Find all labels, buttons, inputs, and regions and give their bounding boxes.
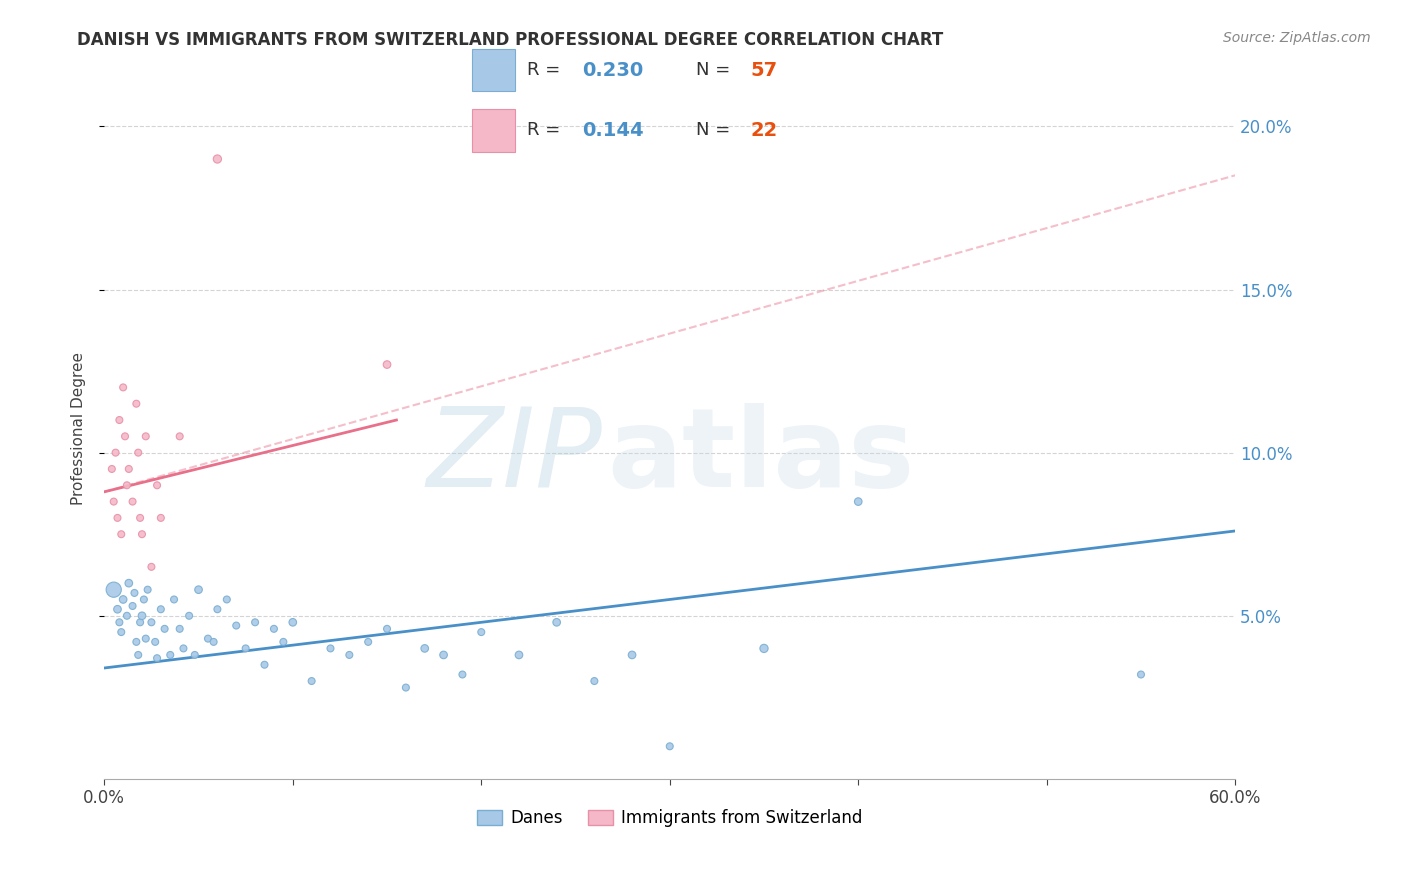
Text: 0.230: 0.230 [582,61,644,79]
Point [451,667,474,681]
Point [846,494,869,508]
Text: N =: N = [696,62,730,79]
Point [281,615,304,630]
Point [202,635,225,649]
Point [752,641,775,656]
Legend: Danes, Immigrants from Switzerland: Danes, Immigrants from Switzerland [471,803,869,834]
Point [124,586,146,600]
Point [121,599,143,613]
Point [107,511,129,525]
Point [508,648,530,662]
Point [357,635,380,649]
Point [146,478,169,492]
Point [432,648,454,662]
Point [112,592,135,607]
Point [163,592,186,607]
Text: R =: R = [527,62,561,79]
Point [141,559,163,574]
Bar [472,110,515,152]
Point [184,648,207,662]
Point [243,615,266,630]
Point [159,648,181,662]
Point [108,615,131,630]
Point [546,615,568,630]
Text: 0.144: 0.144 [582,121,644,140]
Text: DANISH VS IMMIGRANTS FROM SWITZERLAND PROFESSIONAL DEGREE CORRELATION CHART: DANISH VS IMMIGRANTS FROM SWITZERLAND PR… [77,31,943,49]
Point [187,582,209,597]
Point [375,358,398,372]
Point [127,445,149,459]
Point [470,625,492,640]
Text: atlas: atlas [607,402,915,509]
Point [149,602,172,616]
Point [179,608,201,623]
Text: 22: 22 [751,121,778,140]
Point [135,429,157,443]
Point [395,681,418,695]
Point [136,582,159,597]
Point [115,608,138,623]
Point [253,657,276,672]
Point [112,380,135,394]
Point [101,462,124,476]
Point [153,622,176,636]
Text: Source: ZipAtlas.com: Source: ZipAtlas.com [1223,31,1371,45]
Text: R =: R = [527,121,561,139]
Point [118,576,141,591]
Point [169,622,191,636]
Point [132,592,155,607]
Text: ZIP: ZIP [426,402,602,509]
Point [118,462,141,476]
Point [273,635,295,649]
Y-axis label: Professional Degree: Professional Degree [72,351,86,505]
Point [125,635,148,649]
Point [141,615,163,630]
Point [103,494,125,508]
Point [301,673,323,688]
Point [131,527,153,541]
Point [131,608,153,623]
Point [621,648,644,662]
Point [375,622,398,636]
Point [149,511,172,525]
Point [263,622,285,636]
Point [1130,667,1153,681]
Point [658,739,681,754]
Point [207,602,229,616]
Point [215,592,238,607]
Point [225,618,247,632]
Point [115,478,138,492]
Point [104,445,127,459]
Point [125,397,148,411]
Point [143,635,166,649]
Point [135,632,157,646]
Point [129,615,152,630]
Point [207,152,229,166]
Text: N =: N = [696,121,730,139]
Point [110,527,132,541]
Point [169,429,191,443]
Point [583,673,606,688]
Point [110,625,132,640]
Point [337,648,360,662]
Point [319,641,342,656]
Point [107,602,129,616]
Point [413,641,436,656]
Point [197,632,219,646]
Text: 57: 57 [751,61,778,79]
Point [172,641,194,656]
Point [108,413,131,427]
Point [146,651,169,665]
Point [114,429,136,443]
Bar [472,49,515,91]
Point [235,641,257,656]
Point [121,494,143,508]
Point [129,511,152,525]
Point [127,648,149,662]
Point [103,582,125,597]
